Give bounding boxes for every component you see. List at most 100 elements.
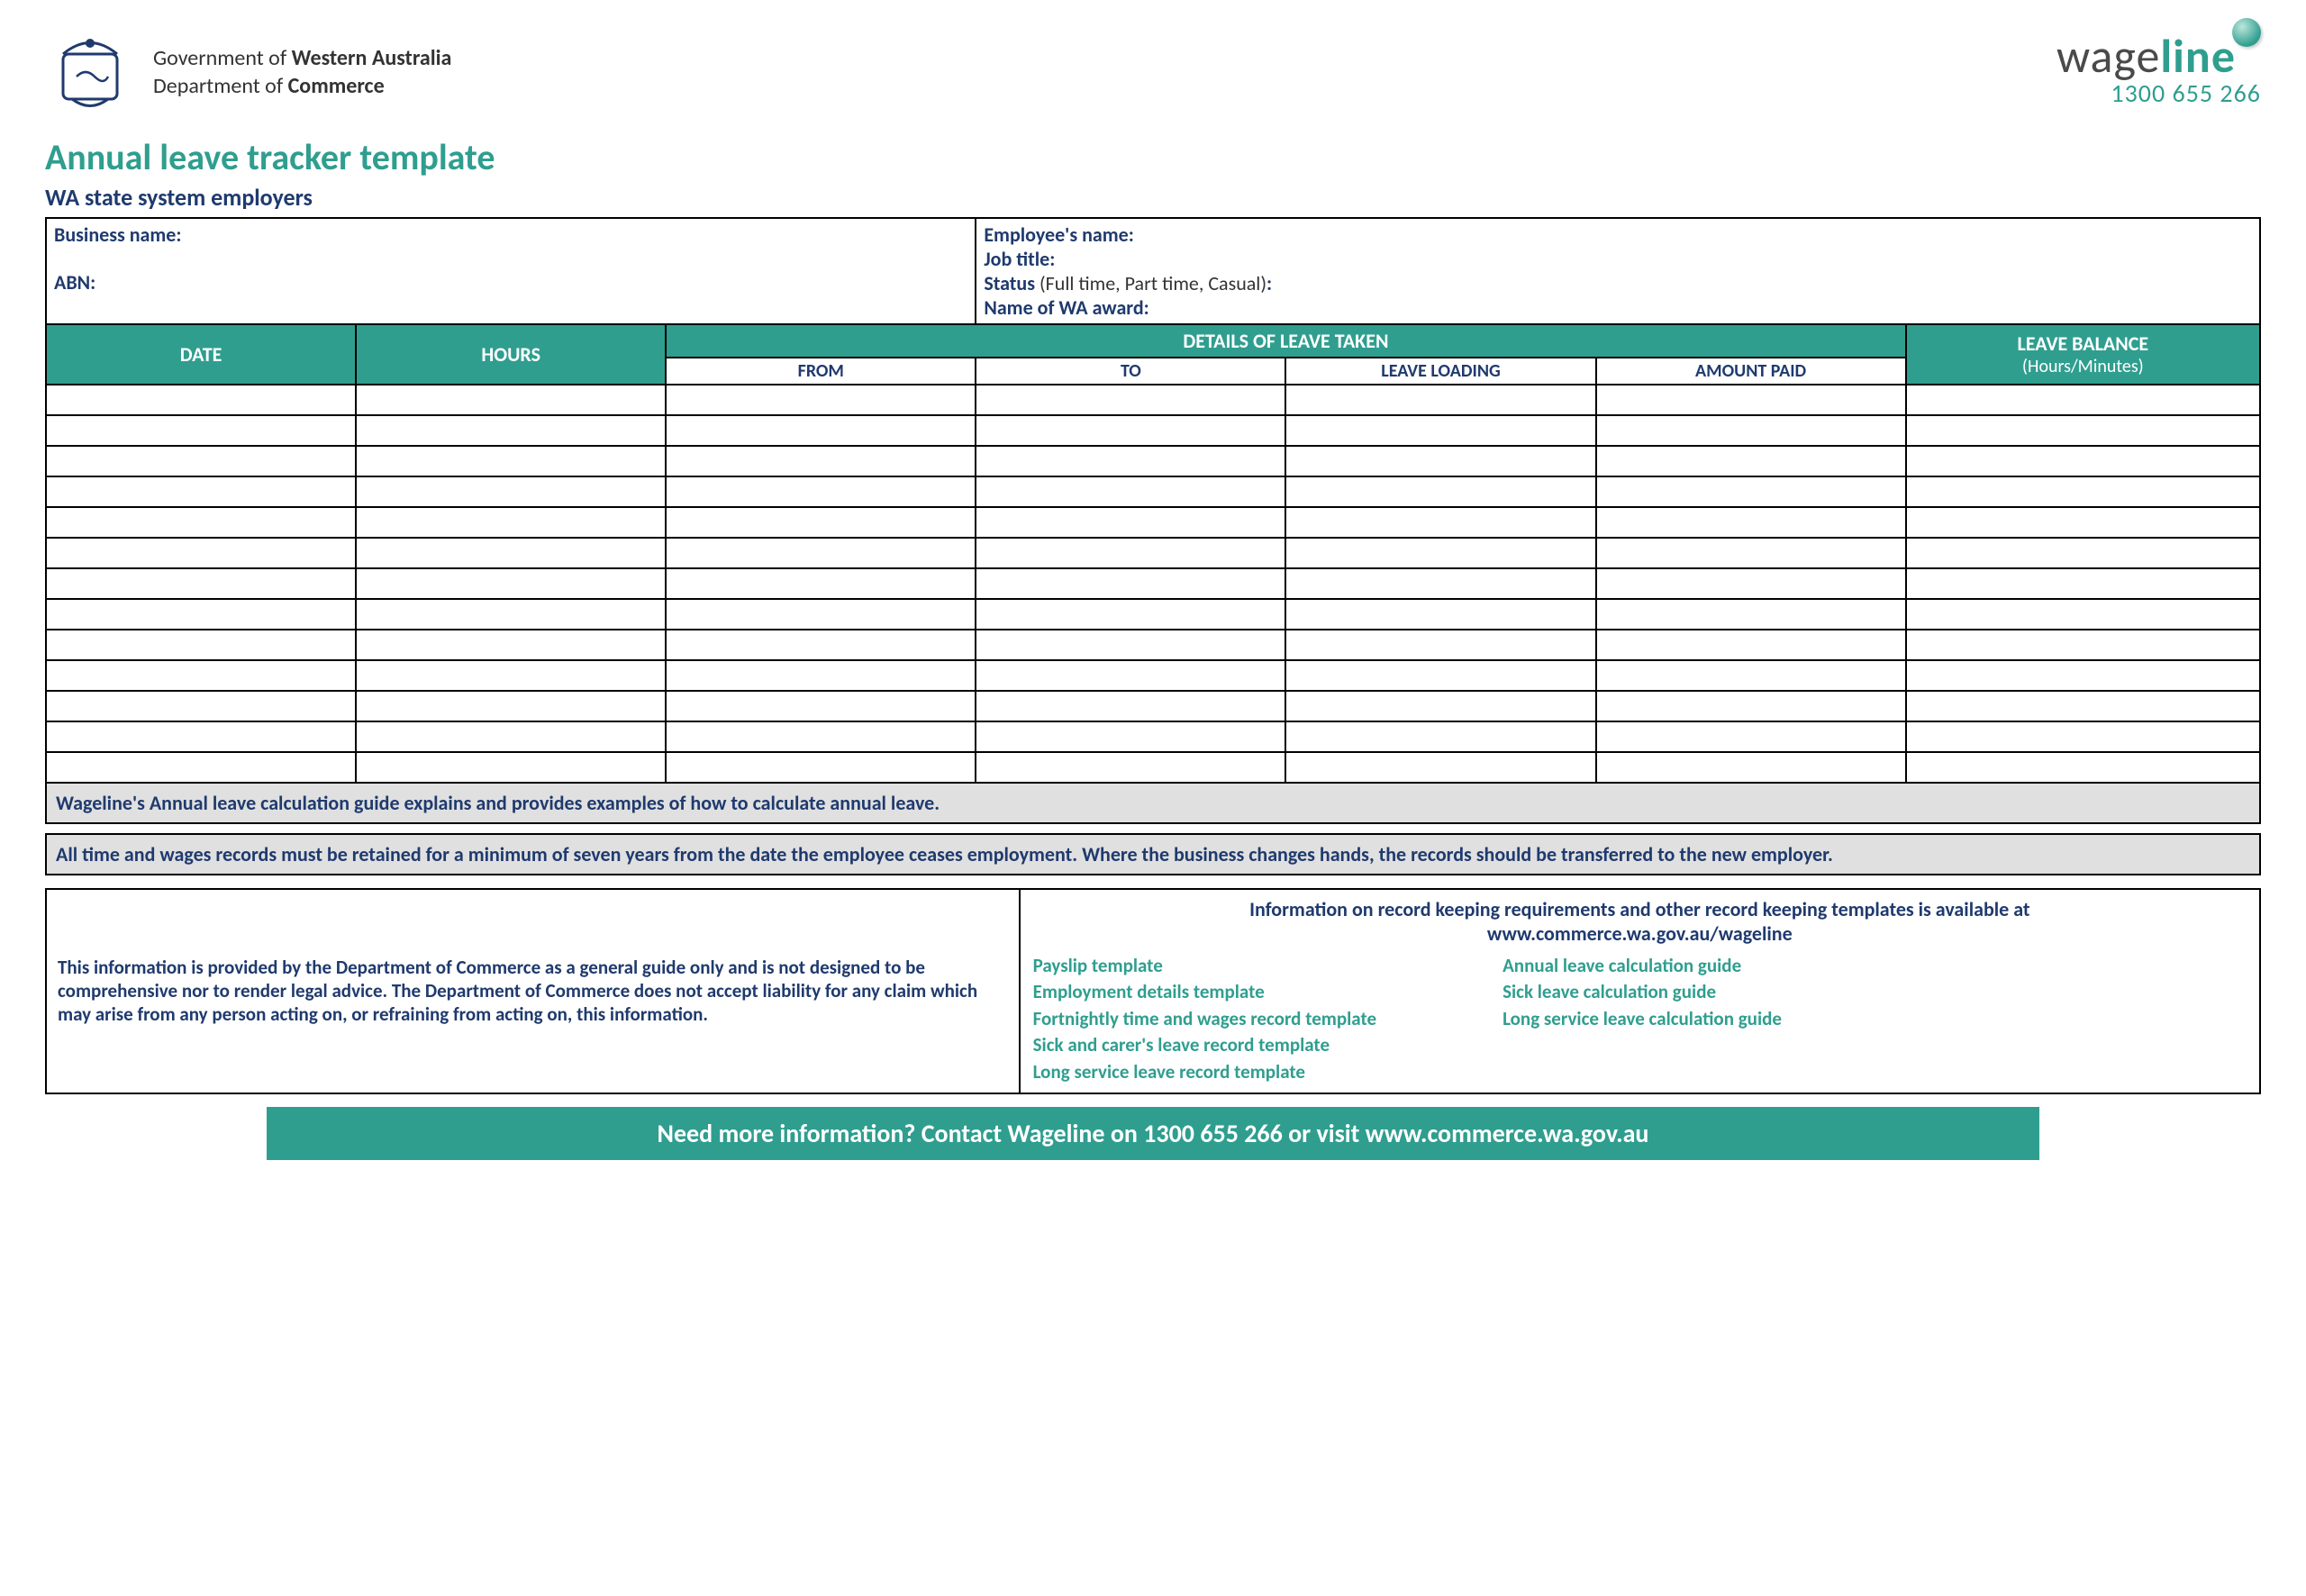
- resource-link[interactable]: Long service leave calculation guide: [1503, 1006, 1782, 1032]
- col-balance: LEAVE BALANCE (Hours/Minutes): [1906, 324, 2260, 385]
- blank-cell: [46, 385, 356, 415]
- globe-icon: [2232, 18, 2261, 47]
- resource-link[interactable]: Sick and carer's leave record template: [1033, 1032, 1376, 1058]
- resource-link[interactable]: Long service leave record template: [1033, 1059, 1376, 1085]
- col-from: FROM: [666, 358, 976, 385]
- blank-cell: [976, 415, 1285, 446]
- info-row: Business name: ABN: Employee's name: Job…: [46, 218, 2260, 324]
- bottom-section: This information is provided by the Depa…: [45, 888, 2261, 1094]
- label-award: Name of WA award:: [984, 295, 2252, 320]
- col-balance-label: LEAVE BALANCE: [1907, 331, 2259, 356]
- blank-cell: [976, 660, 1285, 691]
- resources-intro-1: Information on record keeping requiremen…: [1033, 897, 2247, 921]
- blank-cell: [1596, 660, 1906, 691]
- blank-cell: [1906, 507, 2260, 538]
- blank-cell: [666, 599, 976, 630]
- blank-cell: [1596, 568, 1906, 599]
- col-loading: LEAVE LOADING: [1285, 358, 1595, 385]
- blank-cell: [666, 385, 976, 415]
- blank-cell: [356, 446, 666, 476]
- table-row: [46, 415, 2260, 446]
- blank-cell: [1596, 630, 1906, 660]
- header-row-1: DATE HOURS DETAILS OF LEAVE TAKEN LEAVE …: [46, 324, 2260, 358]
- blank-cell: [1285, 691, 1595, 721]
- label-business: Business name:: [54, 222, 967, 247]
- blank-cell: [1596, 476, 1906, 507]
- table-row: [46, 476, 2260, 507]
- resource-link[interactable]: Payslip template: [1033, 953, 1376, 979]
- resource-link[interactable]: Annual leave calculation guide: [1503, 953, 1782, 979]
- wageline-logo: wageline 1300 655 266: [2056, 27, 2261, 109]
- table-row: [46, 691, 2260, 721]
- gov-line2-prefix: Department of: [153, 73, 288, 99]
- blank-cell: [46, 568, 356, 599]
- blank-cell: [356, 385, 666, 415]
- blank-cell: [46, 721, 356, 752]
- blank-cell: [1596, 752, 1906, 783]
- blank-cell: [356, 752, 666, 783]
- blank-cell: [1285, 630, 1595, 660]
- blank-cell: [1596, 446, 1906, 476]
- table-row: [46, 752, 2260, 783]
- table-row: [46, 599, 2260, 630]
- blank-cell: [356, 568, 666, 599]
- blank-cell: [976, 385, 1285, 415]
- blank-cell: [666, 507, 976, 538]
- resources-intro-2: www.commerce.wa.gov.au/wageline: [1033, 921, 2247, 946]
- resource-link[interactable]: Sick leave calculation guide: [1503, 979, 1782, 1005]
- label-employee: Employee's name:: [984, 222, 2252, 247]
- col-hours: HOURS: [356, 324, 666, 385]
- label-abn: ABN:: [54, 270, 967, 295]
- blank-cell: [1596, 599, 1906, 630]
- gov-text: Government of Western Australia Departme…: [153, 44, 451, 100]
- brand-bold: line: [2160, 27, 2236, 85]
- label-job: Job title:: [984, 247, 2252, 271]
- blank-cell: [1596, 507, 1906, 538]
- blank-cell: [1285, 721, 1595, 752]
- blank-cell: [666, 660, 976, 691]
- blank-cell: [1906, 385, 2260, 415]
- label-status-colon: :: [1266, 271, 1272, 295]
- info-right-cell: Employee's name: Job title: Status (Full…: [976, 218, 2260, 324]
- blank-cell: [666, 476, 976, 507]
- table-row: [46, 721, 2260, 752]
- blank-rows: [46, 385, 2260, 783]
- blank-cell: [1906, 721, 2260, 752]
- blank-cell: [356, 599, 666, 630]
- info-left-cell: Business name: ABN:: [46, 218, 976, 324]
- gov-line1-prefix: Government of: [153, 45, 292, 71]
- blank-cell: [1285, 507, 1595, 538]
- gov-line2-bold: Commerce: [288, 73, 385, 99]
- blank-cell: [1285, 476, 1595, 507]
- col-date: DATE: [46, 324, 356, 385]
- blank-cell: [976, 446, 1285, 476]
- resource-link[interactable]: Employment details template: [1033, 979, 1376, 1005]
- resources: Information on record keeping requiremen…: [1021, 890, 2259, 1093]
- table-row: [46, 507, 2260, 538]
- blank-cell: [976, 507, 1285, 538]
- footer-bar: Need more information? Contact Wageline …: [267, 1107, 2039, 1160]
- blank-cell: [666, 691, 976, 721]
- wa-crest-icon: [45, 27, 135, 117]
- blank-cell: [356, 691, 666, 721]
- resource-link[interactable]: Fortnightly time and wages record templa…: [1033, 1006, 1376, 1032]
- blank-cell: [356, 415, 666, 446]
- blank-cell: [976, 476, 1285, 507]
- blank-cell: [356, 630, 666, 660]
- blank-cell: [976, 568, 1285, 599]
- blank-cell: [1906, 660, 2260, 691]
- col-amount: AMOUNT PAID: [1596, 358, 1906, 385]
- col-to: TO: [976, 358, 1285, 385]
- page-title: Annual leave tracker template: [45, 135, 2261, 179]
- blank-cell: [46, 752, 356, 783]
- links-col-2: Annual leave calculation guideSick leave…: [1503, 953, 1782, 1085]
- links-col-1: Payslip templateEmployment details templ…: [1033, 953, 1376, 1085]
- col-balance-sub: (Hours/Minutes): [1907, 356, 2259, 377]
- col-details: DETAILS OF LEAVE TAKEN: [666, 324, 1905, 358]
- blank-cell: [976, 691, 1285, 721]
- blank-cell: [356, 538, 666, 568]
- blank-cell: [46, 415, 356, 446]
- blank-cell: [1285, 568, 1595, 599]
- blank-cell: [1596, 538, 1906, 568]
- gov-line1-bold: Western Australia: [292, 45, 452, 71]
